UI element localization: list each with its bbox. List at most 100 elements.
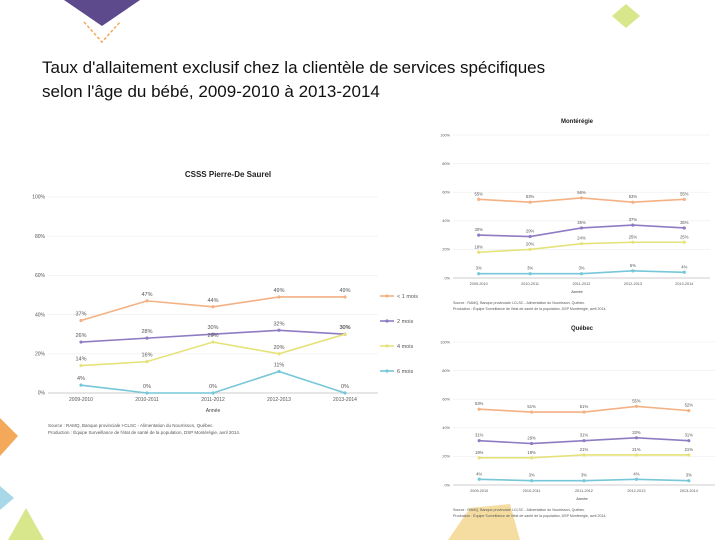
data-label: 49% — [273, 288, 284, 294]
data-label: 55% — [632, 398, 641, 403]
data-point — [530, 410, 534, 414]
chart-csss-pierre-de-saurel: CSSS Pierre-De Saurel 0% 20% 40% 60% 80% 100%… — [32, 170, 418, 435]
chart-monteregie: Montérégie 0% 20% 40% 60% 80% 100% 2009-2010 20… — [440, 119, 710, 311]
data-point — [277, 328, 281, 332]
y-tick-label: 80% — [442, 162, 450, 166]
data-label: 16% — [141, 353, 152, 359]
data-point — [528, 272, 532, 276]
data-label: 49% — [339, 288, 350, 294]
source-line-2: Production : Équipe Surveillance de l'ét… — [48, 429, 240, 435]
data-label: 11% — [274, 362, 285, 368]
data-label: 31% — [475, 433, 484, 438]
data-label: 24% — [577, 236, 586, 241]
source-line-1: Source : RAMQ, Banque provinciale I-CLSC… — [453, 301, 585, 305]
data-point — [631, 223, 635, 227]
data-label: 30% — [207, 325, 218, 331]
data-point — [343, 332, 347, 336]
data-point — [631, 200, 635, 204]
data-label: 37% — [629, 217, 638, 222]
data-point — [682, 240, 686, 244]
data-label: 25% — [680, 234, 689, 239]
data-point — [682, 197, 686, 201]
data-label: 20% — [273, 345, 284, 351]
data-label: 35% — [577, 220, 586, 225]
chart-title: Montérégie — [561, 119, 594, 125]
green-diamond-decoration — [612, 4, 640, 28]
x-tick-label: 2010-2011 — [523, 489, 541, 493]
data-label: 19% — [475, 450, 484, 455]
data-label: 30% — [475, 227, 484, 232]
y-tick-label: 100% — [32, 195, 45, 201]
data-point — [477, 407, 481, 411]
data-point — [530, 441, 534, 446]
x-tick-label: 2012-2013 — [624, 282, 642, 286]
x-tick-label: 2010-2011 — [135, 397, 159, 403]
data-point — [682, 270, 686, 274]
data-point — [79, 383, 83, 387]
y-tick-label: 80% — [442, 369, 450, 373]
data-point — [477, 272, 481, 276]
data-point — [477, 233, 481, 237]
y-tick-label: 20% — [442, 248, 450, 252]
data-label: 3% — [476, 266, 482, 271]
data-point — [582, 479, 586, 483]
y-tick-label: 0% — [445, 483, 451, 487]
data-label: 51% — [580, 404, 589, 409]
data-point — [687, 479, 691, 483]
data-point — [528, 200, 532, 204]
data-label: 19% — [527, 450, 536, 455]
data-label: 52% — [685, 403, 694, 408]
data-label: 0% — [143, 384, 151, 390]
data-label: 55% — [475, 191, 484, 196]
data-point — [145, 336, 149, 340]
x-tick-label: 2012-2013 — [627, 489, 645, 493]
data-point — [582, 453, 586, 457]
data-point — [634, 477, 638, 481]
data-label: 4% — [633, 471, 639, 476]
chart-title: CSSS Pierre-De Saurel — [185, 170, 271, 179]
purple-triangle-decoration — [64, 0, 140, 26]
data-label: 21% — [632, 447, 641, 452]
x-tick-label: 2011-2012 — [201, 397, 225, 403]
y-tick-label: 40% — [442, 219, 450, 223]
x-tick-label: 2009-2010 — [470, 489, 488, 493]
data-point — [582, 410, 586, 414]
data-label: 33% — [632, 430, 641, 435]
data-label: 26% — [75, 333, 86, 339]
data-label: 25% — [629, 234, 638, 239]
y-tick-label: 40% — [442, 426, 450, 430]
data-point — [528, 247, 532, 251]
legend-label: 2 mois — [397, 319, 413, 325]
y-tick-label: 20% — [35, 351, 46, 357]
y-tick-label: 40% — [35, 312, 46, 318]
data-label: 20% — [526, 241, 535, 246]
data-point — [211, 391, 215, 395]
dashed-chevron-decoration — [83, 21, 121, 44]
data-label: 3% — [527, 266, 533, 271]
data-point — [687, 439, 691, 443]
page-title-line-2: selon l'âge du bébé, 2009-2010 à 2013-20… — [42, 82, 380, 101]
x-tick-label: 2009-2010 — [69, 397, 93, 403]
data-label: 47% — [141, 292, 152, 298]
data-point — [79, 363, 83, 368]
data-point — [579, 196, 584, 200]
data-point — [211, 305, 215, 309]
data-label: 21% — [580, 447, 589, 452]
source-line-2: Production : Équipe Surveillance de l'ét… — [453, 513, 606, 518]
x-tick-label: 2011-2012 — [573, 282, 591, 286]
data-label: 29% — [527, 436, 536, 441]
data-label: 26% — [207, 333, 218, 339]
y-tick-label: 80% — [35, 234, 46, 240]
data-label: 3% — [529, 473, 535, 478]
data-label: 53% — [526, 194, 535, 199]
y-tick-label: 20% — [442, 455, 450, 459]
legend-label: 4 mois — [397, 344, 413, 350]
blue-triangle-decoration — [0, 486, 14, 510]
data-label: 44% — [207, 298, 218, 304]
data-point — [579, 272, 584, 276]
legend-marker — [385, 319, 389, 323]
data-point — [634, 404, 638, 408]
x-tick-label: 2012-2013 — [267, 397, 291, 403]
data-point — [477, 456, 481, 460]
x-axis-label: Année — [206, 408, 221, 414]
